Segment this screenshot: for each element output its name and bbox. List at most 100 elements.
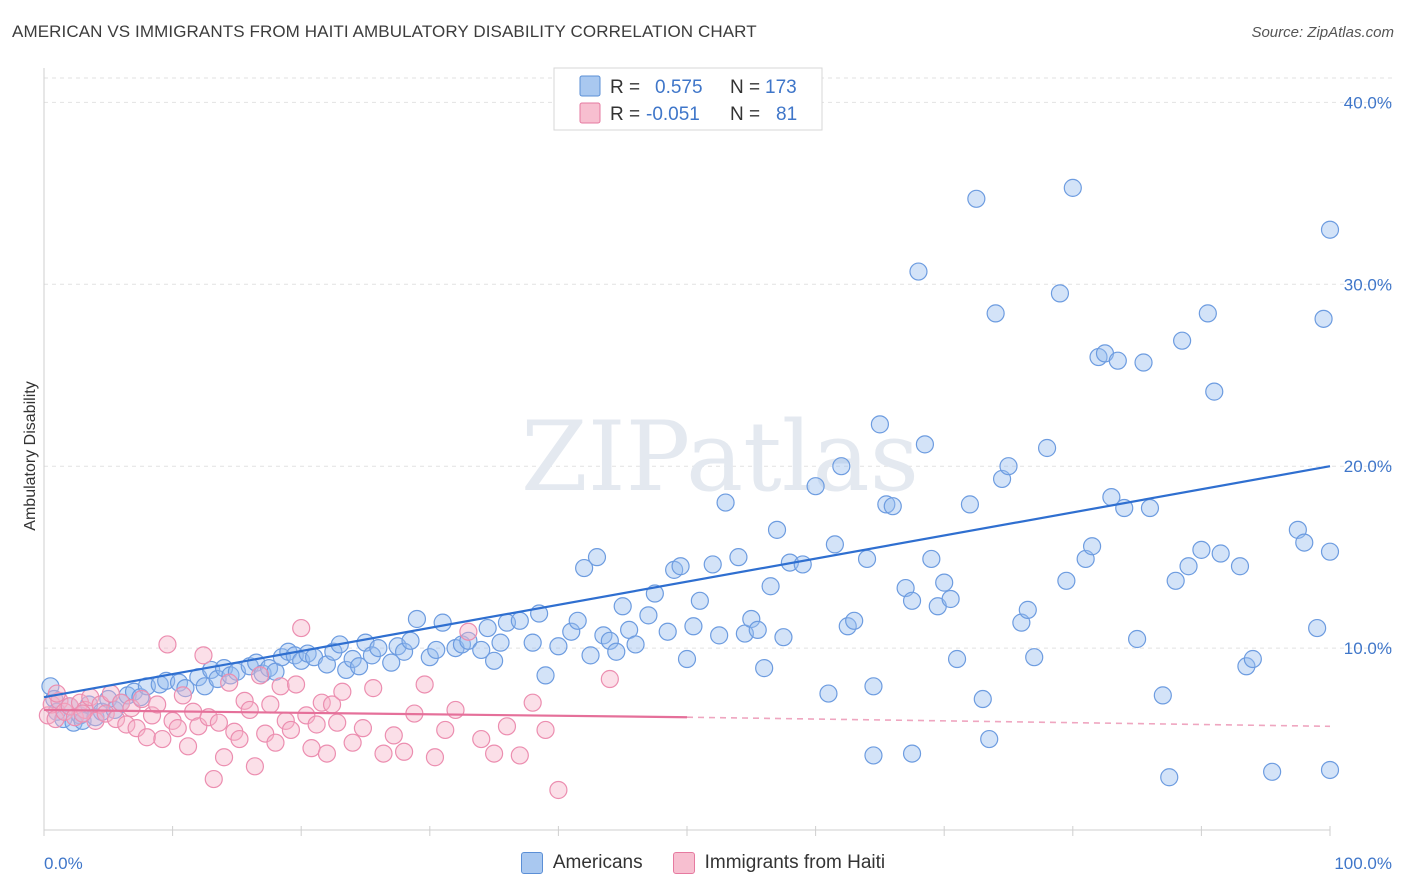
haiti-point bbox=[250, 666, 270, 685]
american-point bbox=[369, 638, 388, 658]
legend-n-value: 173 bbox=[765, 77, 797, 98]
american-point bbox=[1314, 309, 1333, 328]
haiti-point bbox=[302, 739, 321, 758]
haiti-point bbox=[173, 686, 192, 705]
american-point bbox=[433, 613, 452, 632]
american-point bbox=[485, 651, 504, 670]
haiti-point bbox=[333, 682, 352, 701]
haiti-trend-extension bbox=[686, 716, 1331, 728]
american-point bbox=[343, 649, 362, 669]
american-point bbox=[1166, 571, 1185, 590]
american-point bbox=[767, 520, 787, 539]
american-point bbox=[349, 657, 369, 676]
american-point bbox=[902, 744, 922, 763]
legend-r-value: 0.575 bbox=[655, 77, 703, 98]
american-point bbox=[1179, 557, 1198, 576]
american-point bbox=[1050, 284, 1070, 303]
american-point bbox=[864, 677, 883, 696]
american-point bbox=[748, 620, 767, 640]
american-point bbox=[420, 648, 439, 667]
american-point bbox=[864, 746, 883, 765]
legend-label-americans: Americans bbox=[552, 852, 643, 873]
legend-label-haiti: Immigrants from Haiti bbox=[704, 852, 886, 873]
y-tick-label: 20.0% bbox=[1344, 457, 1392, 476]
american-point bbox=[581, 646, 600, 665]
haiti-point bbox=[235, 691, 254, 710]
american-point bbox=[600, 631, 619, 650]
haiti-point bbox=[199, 708, 218, 727]
haiti-point bbox=[194, 646, 213, 665]
legend-item-americans: Americans bbox=[520, 852, 643, 874]
haiti-point bbox=[137, 728, 156, 747]
haiti-point bbox=[153, 729, 172, 749]
american-point bbox=[607, 642, 626, 661]
legend-r-value: -0.051 bbox=[646, 104, 700, 125]
haiti-point bbox=[394, 742, 414, 761]
haiti-point bbox=[204, 769, 223, 789]
axis-ticks: 10.0% 20.0% 30.0% 40.0% 0.0% 100.0% bbox=[43, 93, 1392, 873]
haiti-point bbox=[472, 729, 491, 749]
american-point bbox=[176, 679, 195, 698]
american-point bbox=[1127, 629, 1147, 649]
haiti-point bbox=[374, 744, 393, 763]
american-point bbox=[1082, 537, 1102, 556]
haiti-point bbox=[446, 700, 465, 720]
haiti-point bbox=[266, 733, 285, 752]
y-tick-label: 40.0% bbox=[1344, 93, 1392, 112]
haiti-point bbox=[307, 715, 326, 734]
american-point bbox=[806, 477, 825, 496]
american-point bbox=[947, 649, 967, 669]
american-point bbox=[883, 497, 902, 516]
haiti-point bbox=[364, 679, 383, 698]
american-point bbox=[1025, 648, 1044, 667]
american-point bbox=[857, 549, 877, 569]
haiti-point bbox=[281, 720, 301, 740]
american-point bbox=[877, 495, 896, 514]
haiti-point bbox=[317, 744, 337, 763]
american-point bbox=[941, 589, 960, 609]
american-point bbox=[427, 640, 446, 660]
american-point bbox=[1108, 351, 1127, 370]
american-point bbox=[690, 591, 709, 610]
haiti-point bbox=[384, 726, 403, 745]
haiti-point bbox=[214, 748, 234, 767]
trend-lines bbox=[43, 465, 1331, 728]
american-point bbox=[510, 611, 529, 630]
american-point bbox=[1037, 438, 1057, 458]
haiti-point bbox=[343, 733, 362, 752]
americans-points bbox=[41, 178, 1340, 787]
american-point bbox=[1320, 220, 1340, 239]
americans-trend-line bbox=[43, 465, 1331, 699]
haiti-point bbox=[245, 757, 265, 776]
haiti-point bbox=[485, 744, 504, 763]
american-point bbox=[684, 617, 703, 636]
haiti-point bbox=[220, 673, 239, 692]
american-point bbox=[1205, 382, 1224, 401]
legend-r-label: R = bbox=[610, 104, 640, 125]
x-tick-label: 100.0% bbox=[1334, 854, 1392, 873]
y-axis-title: Ambulatory Disability bbox=[22, 381, 39, 530]
american-point bbox=[935, 573, 954, 592]
american-point bbox=[549, 637, 568, 656]
american-point bbox=[832, 457, 851, 476]
watermark: ZIPatlas bbox=[521, 401, 919, 513]
american-point bbox=[729, 548, 748, 567]
american-point bbox=[716, 493, 735, 512]
american-point bbox=[1153, 686, 1172, 705]
haiti-point bbox=[261, 695, 280, 714]
american-point bbox=[626, 635, 645, 654]
haiti-point bbox=[96, 704, 115, 723]
x-tick-label: 0.0% bbox=[44, 854, 83, 873]
american-point bbox=[362, 646, 382, 665]
american-point bbox=[902, 591, 922, 610]
haiti-point bbox=[459, 622, 478, 641]
haiti-point bbox=[510, 746, 529, 765]
american-point bbox=[1198, 304, 1217, 323]
american-point bbox=[973, 689, 992, 709]
american-point bbox=[755, 659, 774, 678]
haiti-point bbox=[189, 717, 208, 736]
bottom-legend: Americans Immigrants from Haiti bbox=[0, 852, 1406, 874]
american-point bbox=[761, 577, 780, 596]
american-point bbox=[825, 535, 844, 554]
